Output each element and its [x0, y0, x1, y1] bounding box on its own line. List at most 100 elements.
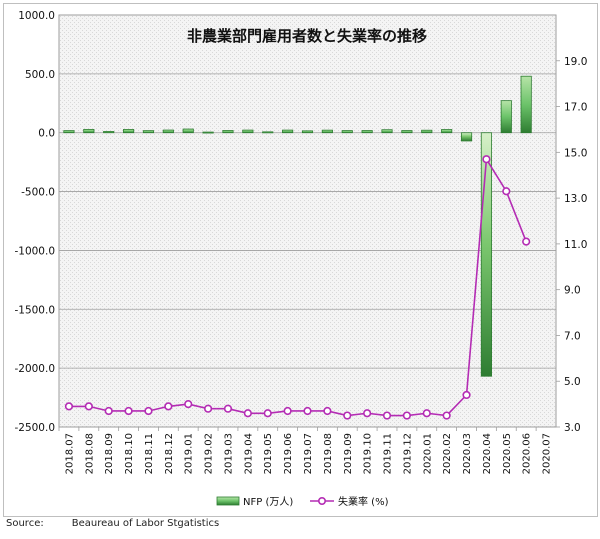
- x-tick-label: 2019.08: [323, 433, 334, 474]
- nfp-bar: [520, 75, 532, 134]
- right-tick-label: 5.0: [564, 376, 581, 388]
- nfp-bar: [500, 100, 512, 134]
- nfp-bar: [162, 129, 174, 134]
- source-note: Source: Beaureau of Labor Stgatistics: [6, 518, 219, 529]
- x-tick-label: 2018.07: [64, 433, 75, 474]
- nfp-bar: [123, 129, 135, 134]
- right-tick-label: 13.0: [564, 193, 587, 205]
- right-tick-label: 3.0: [564, 422, 581, 434]
- x-tick-label: 2019.02: [204, 433, 215, 474]
- nfp-bar: [63, 130, 75, 134]
- unemployment-point: [184, 400, 193, 409]
- nfp-bar: [341, 130, 353, 134]
- right-tick-label: 17.0: [564, 102, 587, 114]
- x-tick-label: 2020.05: [502, 433, 513, 474]
- unemployment-point: [283, 406, 292, 416]
- nfp-bar: [381, 129, 393, 134]
- legend-rate-marker: [317, 496, 326, 505]
- unemployment-point: [402, 411, 412, 420]
- x-tick-label: 2020.01: [422, 433, 433, 474]
- right-tick-label: 19.0: [564, 56, 587, 68]
- nfp-bars: [63, 75, 532, 377]
- nfp-bar: [83, 128, 95, 134]
- nfp-bar: [321, 129, 333, 134]
- nfp-bar: [480, 132, 492, 377]
- right-axis-ticks: 19.0 17.0 15.0 13.0 11.0 9.0 7.0 5.0 3.0: [556, 56, 587, 434]
- left-axis-ticks: 1000.0 500.0 0.0 -500.0 -1000.0 -1500.0 -2000.…: [14, 10, 55, 434]
- x-tick-label: 2020.04: [482, 433, 493, 474]
- x-tick-label: 2020.03: [462, 433, 473, 474]
- left-tick-label: 500.0: [25, 69, 55, 81]
- x-tick-label: 2020.02: [442, 433, 453, 474]
- nfp-bar: [103, 131, 115, 134]
- legend-nfp-label: NFP (万人): [243, 496, 293, 508]
- x-tick-label: 2019.11: [383, 433, 394, 474]
- unemployment-point: [442, 411, 451, 420]
- x-tick-label: 2019.06: [283, 433, 294, 474]
- unemployment-point: [323, 406, 332, 416]
- unemployment-point: [243, 409, 252, 418]
- right-tick-label: 15.0: [564, 147, 587, 159]
- nfp-bar: [142, 130, 155, 134]
- unemployment-point: [263, 409, 272, 418]
- source-text: Beaureau of Labor Stgatistics: [71, 518, 220, 529]
- x-tick-label: 2019.07: [303, 433, 314, 474]
- unemployment-point: [204, 404, 213, 413]
- legend: NFP (万人) 失業率 (%): [216, 495, 389, 508]
- x-tick-label: 2019.04: [243, 433, 254, 474]
- x-tick-label: 2018.11: [144, 433, 155, 474]
- left-tick-label: 0.0: [38, 128, 55, 140]
- x-tick-label: 2018.09: [104, 433, 115, 474]
- unemployment-point: [144, 406, 153, 416]
- right-tick-label: 7.0: [564, 330, 581, 342]
- nfp-bar: [441, 129, 453, 134]
- nfp-bar: [460, 132, 473, 142]
- x-tick-label: 2018.12: [164, 433, 175, 474]
- chart-container: 1000.0 500.0 0.0 -500.0 -1000.0 -1500.0 -2000.…: [3, 3, 598, 517]
- x-tick-label: 2019.01: [184, 433, 195, 474]
- unemployment-point: [104, 406, 113, 416]
- left-tick-label: -1500.0: [14, 304, 55, 316]
- left-tick-label: -500.0: [21, 187, 55, 199]
- unemployment-point: [462, 390, 471, 400]
- x-tick-label: 2019.12: [402, 433, 413, 474]
- left-tick-label: -1000.0: [14, 245, 55, 257]
- chart-svg: 1000.0 500.0 0.0 -500.0 -1000.0 -1500.0 -2000.…: [14, 10, 587, 508]
- unemployment-point: [64, 402, 74, 411]
- nfp-bar: [361, 130, 373, 134]
- unemployment-point: [502, 187, 511, 196]
- x-tick-label: 2019.10: [363, 433, 374, 474]
- unemployment-point: [303, 406, 312, 416]
- right-tick-label: 9.0: [564, 285, 581, 297]
- nfp-bar: [421, 129, 433, 134]
- unemployment-point: [164, 402, 173, 411]
- nfp-bar: [401, 130, 413, 134]
- unemployment-point: [343, 411, 352, 420]
- x-axis-ticks: 2018.07 2018.08 2018.09 2018.10 2018.11 2018.…: [58, 427, 553, 474]
- nfp-bar: [182, 128, 194, 134]
- chart-title: 非農業部門雇用者数と失業率の推移: [187, 27, 427, 45]
- nfp-bar: [222, 130, 234, 134]
- right-tick-label: 11.0: [564, 239, 587, 251]
- plot-area: [58, 14, 557, 428]
- unemployment-point: [223, 404, 233, 413]
- nfp-bar: [301, 130, 314, 134]
- unemployment-point: [124, 406, 133, 416]
- source-label: Source:: [6, 518, 44, 529]
- x-tick-label: 2018.10: [124, 433, 135, 474]
- nfp-bar: [262, 131, 274, 134]
- unemployment-point: [482, 155, 491, 164]
- left-tick-label: 1000.0: [18, 10, 55, 22]
- left-tick-label: -2000.0: [14, 363, 55, 375]
- nfp-bar: [242, 129, 254, 134]
- x-tick-label: 2019.09: [343, 433, 354, 474]
- x-tick-label: 2018.08: [84, 433, 95, 474]
- unemployment-point: [422, 409, 431, 418]
- unemployment-point: [84, 402, 93, 411]
- left-tick-label: -2500.0: [14, 422, 55, 434]
- legend-rate-label: 失業率 (%): [338, 495, 389, 508]
- unemployment-point: [382, 411, 392, 420]
- legend-nfp-swatch: [216, 496, 240, 506]
- x-tick-label: 2019.05: [263, 433, 274, 474]
